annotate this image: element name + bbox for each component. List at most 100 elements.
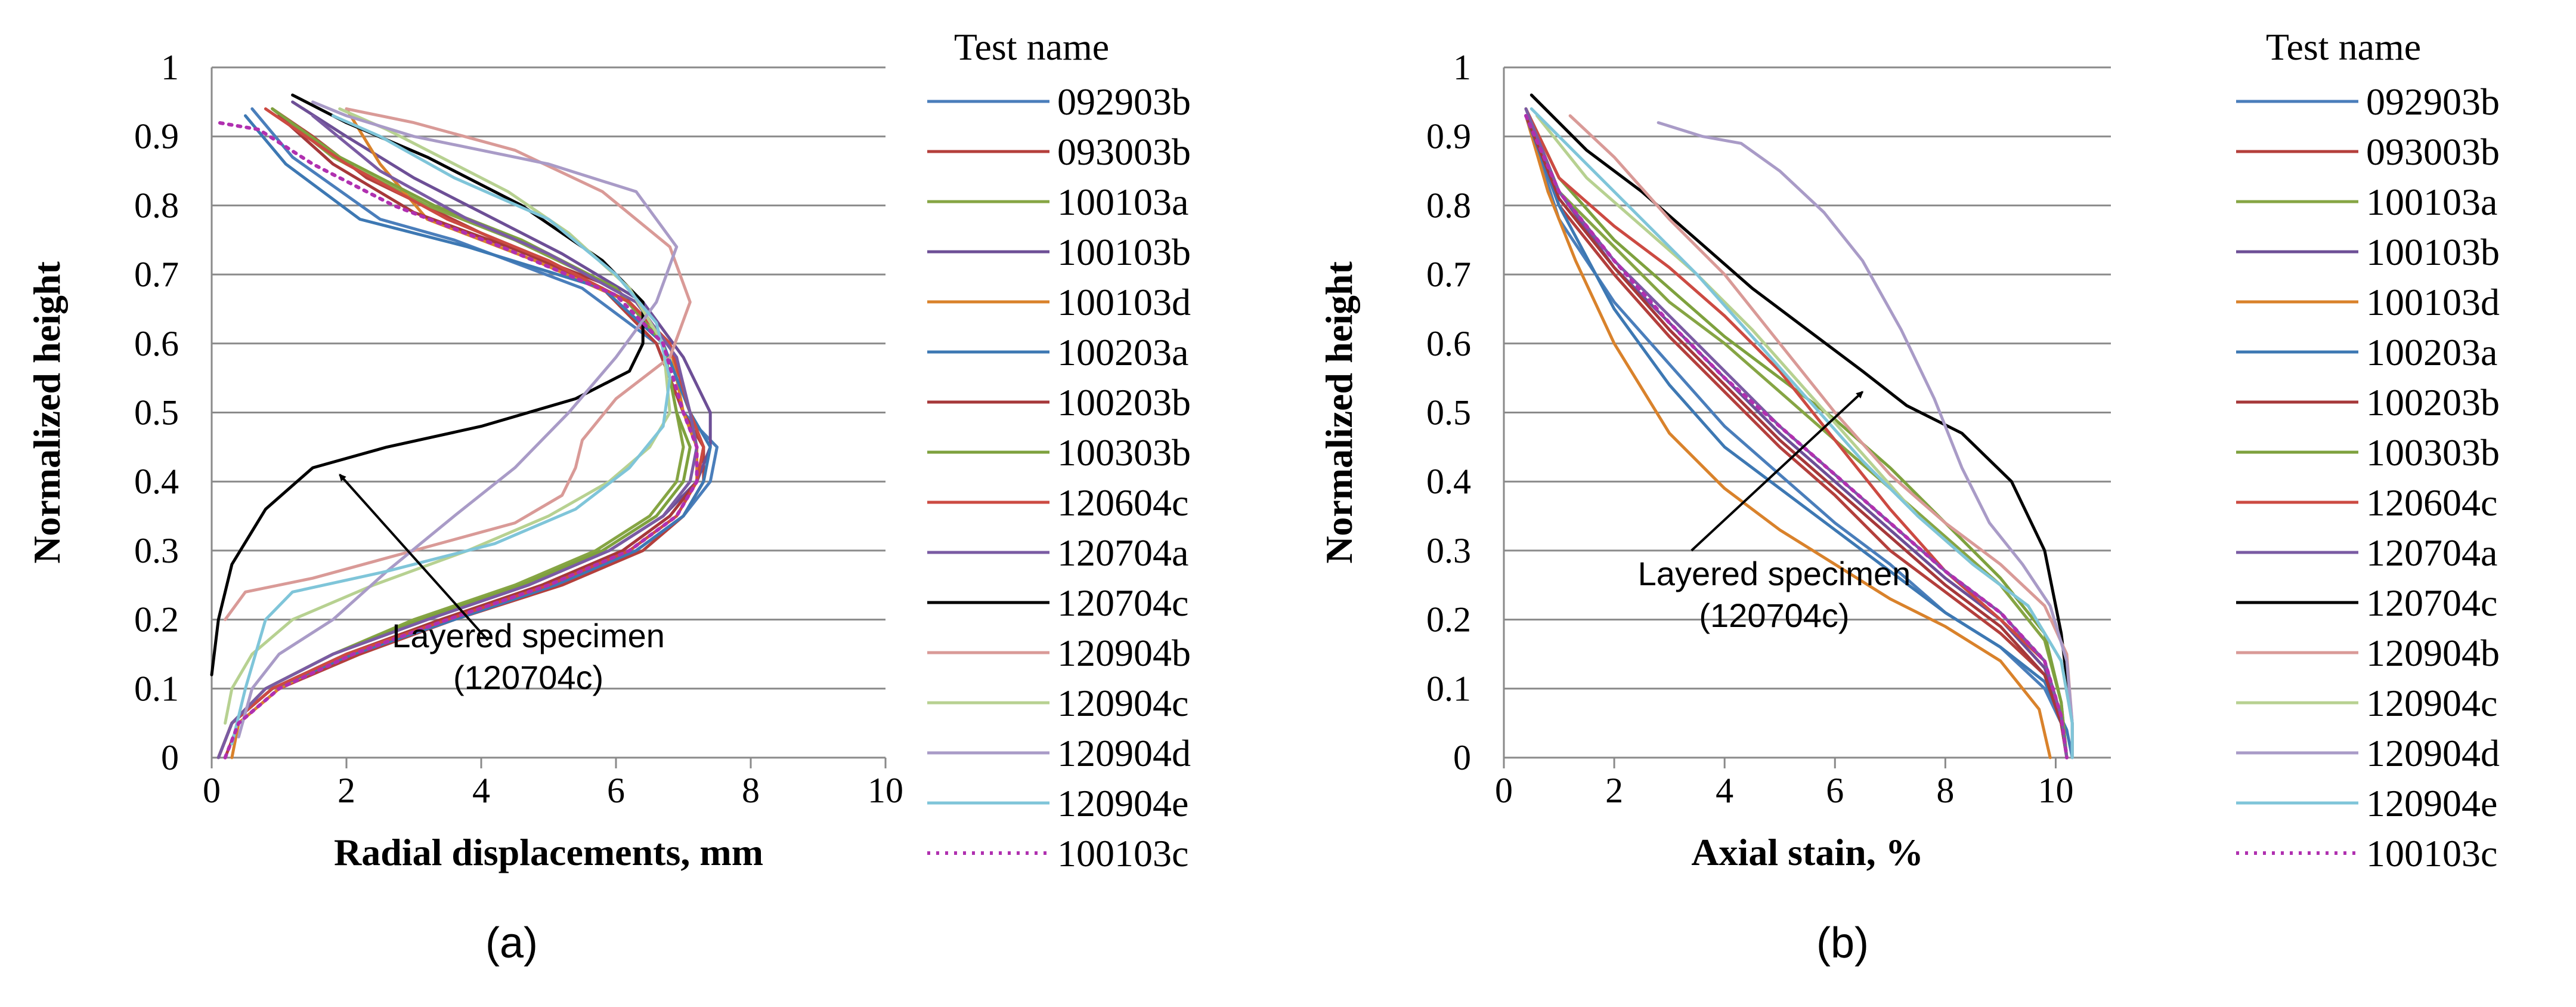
legend-label-120704a: 120704a xyxy=(1057,532,1188,574)
legend-label-120904c: 120904c xyxy=(2366,682,2497,724)
legend-title: Test name xyxy=(2266,26,2421,68)
annotation-label: (120704c) xyxy=(453,659,603,696)
legend-label-120904d: 120904d xyxy=(1057,732,1191,774)
y-axis-label: Normalized height xyxy=(1318,261,1360,564)
legend-label-100203a: 100203a xyxy=(1057,331,1188,373)
x-tick-label: 2 xyxy=(1605,771,1623,810)
y-tick-label: 0.2 xyxy=(134,600,179,640)
y-tick-label: 0.1 xyxy=(134,669,179,708)
legend-label-100103a: 100103a xyxy=(2366,181,2497,223)
y-tick-label: 0.6 xyxy=(134,324,179,363)
figure-caption: (b) xyxy=(1816,919,1869,967)
x-axis-label: Radial displacements, mm xyxy=(334,831,763,873)
legend-label-092903b: 092903b xyxy=(2366,81,2500,123)
y-tick-label: 0.7 xyxy=(1426,255,1471,294)
legend-label-120904d: 120904d xyxy=(2366,732,2500,774)
series-line-120904d xyxy=(1657,121,2074,759)
series-line-100103d xyxy=(1524,114,2052,759)
y-tick-label: 0 xyxy=(161,738,179,777)
x-tick-label: 6 xyxy=(1826,771,1844,810)
x-tick-label: 0 xyxy=(1495,771,1513,810)
y-tick-label: 0.5 xyxy=(134,393,179,433)
series-line-092903b xyxy=(1524,114,2069,759)
x-tick-label: 8 xyxy=(1936,771,1954,810)
series-line-120904e xyxy=(230,114,671,746)
legend-label-093003b: 093003b xyxy=(1057,131,1191,173)
legend-label-100203a: 100203a xyxy=(2366,331,2497,373)
y-tick-label: 0.4 xyxy=(134,462,179,501)
legend-label-120904e: 120904e xyxy=(2366,782,2497,824)
x-tick-label: 4 xyxy=(472,771,490,810)
y-tick-label: 0.5 xyxy=(1426,393,1471,433)
legend-label-120904e: 120904e xyxy=(1057,782,1188,824)
series-line-120904e xyxy=(1530,107,2074,759)
x-tick-label: 2 xyxy=(338,771,355,810)
legend-label-120704c: 120704c xyxy=(1057,582,1188,624)
y-tick-label: 0.4 xyxy=(1426,462,1471,501)
x-axis-label: Axial stain, % xyxy=(1691,831,1923,873)
legend-label-120904c: 120904c xyxy=(1057,682,1188,724)
legend-label-092903b: 092903b xyxy=(1057,81,1191,123)
legend-label-100303b: 100303b xyxy=(1057,431,1191,474)
series-line-120904b xyxy=(1568,114,2074,759)
y-axis-label: Normalized height xyxy=(26,261,68,564)
x-tick-label: 8 xyxy=(742,771,760,810)
y-tick-label: 0.7 xyxy=(134,255,179,294)
series-line-093003b xyxy=(1524,114,2069,759)
legend-label-120904b: 120904b xyxy=(2366,632,2500,674)
y-tick-label: 1 xyxy=(1453,48,1471,87)
chart-b: 00.10.20.30.40.50.60.70.80.910 2 4 6 8 10Norm… xyxy=(1318,26,2500,967)
series-line-120904c xyxy=(224,107,671,725)
series-line-120704c xyxy=(1530,93,2074,759)
annotation-label: (120704c) xyxy=(1699,597,1849,634)
chart-a: 00.10.20.30.40.50.60.70.80.910 2 4 6 8 10Norm… xyxy=(26,26,1191,967)
y-tick-label: 1 xyxy=(161,48,179,87)
legend-label-093003b: 093003b xyxy=(2366,131,2500,173)
legend-title: Test name xyxy=(954,26,1109,68)
annotation-arrow xyxy=(1690,391,1864,552)
legend-label-120704a: 120704a xyxy=(2366,532,2497,574)
legend-label-100103a: 100103a xyxy=(1057,181,1188,223)
legend-label-100203b: 100203b xyxy=(1057,381,1191,424)
annotation-label: Layered specimen xyxy=(392,617,665,654)
series-line-100203b xyxy=(1524,114,2069,759)
series-line-100103c xyxy=(1524,114,2069,759)
y-tick-label: 0.3 xyxy=(1426,531,1471,570)
x-tick-label: 6 xyxy=(607,771,625,810)
y-tick-label: 0.8 xyxy=(134,186,179,225)
y-tick-label: 0.3 xyxy=(134,531,179,570)
y-tick-label: 0.2 xyxy=(1426,600,1471,640)
legend-label-100103c: 100103c xyxy=(1057,832,1188,875)
x-tick-label: 4 xyxy=(1716,771,1733,810)
legend-label-100303b: 100303b xyxy=(2366,431,2500,474)
series-line-120904d xyxy=(237,100,679,739)
x-tick-label: 10 xyxy=(868,771,903,810)
series-line-100103c xyxy=(216,121,699,759)
legend-label-120904b: 120904b xyxy=(1057,632,1191,674)
y-tick-label: 0 xyxy=(1453,738,1471,777)
legend-label-120604c: 120604c xyxy=(1057,481,1188,524)
legend-label-100103b: 100103b xyxy=(1057,231,1191,273)
y-tick-label: 0.9 xyxy=(1426,117,1471,156)
annotation-label: Layered specimen xyxy=(1638,555,1911,592)
legend-label-120604c: 120604c xyxy=(2366,481,2497,524)
figure-caption: (a) xyxy=(485,919,538,967)
x-tick-label: 0 xyxy=(203,771,221,810)
y-tick-label: 0.6 xyxy=(1426,324,1471,363)
legend-label-100103d: 100103d xyxy=(1057,281,1191,323)
legend-label-120704c: 120704c xyxy=(2366,582,2497,624)
legend-label-100203b: 100203b xyxy=(2366,381,2500,424)
series-line-120904c xyxy=(1535,114,2074,759)
legend-label-100103b: 100103b xyxy=(2366,231,2500,273)
y-tick-label: 0.1 xyxy=(1426,669,1471,708)
y-tick-label: 0.8 xyxy=(1426,186,1471,225)
x-tick-label: 10 xyxy=(2038,771,2073,810)
y-tick-label: 0.9 xyxy=(134,117,179,156)
annotation-arrow xyxy=(339,474,489,641)
series-line-120704a xyxy=(216,114,699,759)
series-line-100203a xyxy=(1524,114,2074,759)
series-line-120704c xyxy=(210,93,645,677)
legend-label-100103d: 100103d xyxy=(2366,281,2500,323)
series-line-120904b xyxy=(224,107,692,622)
